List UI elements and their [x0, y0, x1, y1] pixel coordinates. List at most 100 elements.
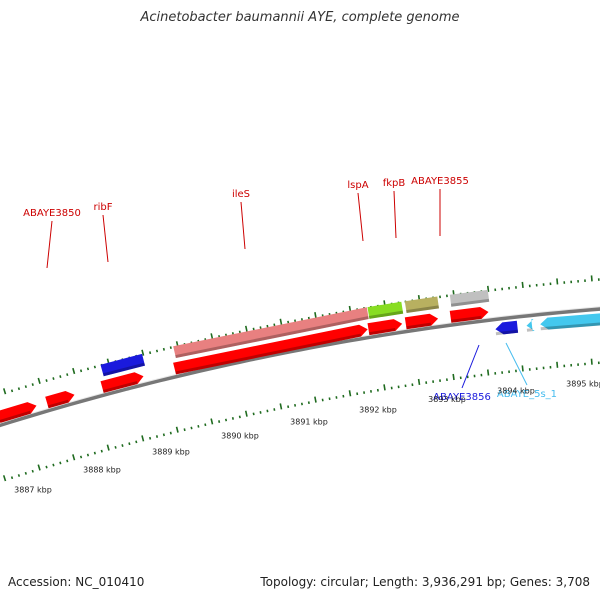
outer-tick — [238, 330, 241, 334]
gene-label-ileS[interactable]: ileS — [232, 189, 250, 200]
inner-tick — [204, 423, 207, 427]
inner-tick — [273, 408, 276, 411]
inner-tick — [93, 451, 96, 455]
outer-tick — [169, 346, 172, 350]
inner-tick — [59, 461, 62, 465]
inner-tick — [521, 365, 524, 372]
rev-arrow-edge[interactable] — [540, 309, 600, 330]
inner-tick — [2, 475, 7, 482]
inner-tick — [135, 440, 138, 444]
outer-tick — [486, 285, 490, 292]
inner-tick — [114, 445, 117, 449]
inner-tick — [86, 453, 90, 457]
gene-label-lspA[interactable]: lspA — [347, 180, 368, 191]
inner-tick — [10, 476, 14, 480]
cds-arrow-fkpB-shade — [406, 322, 432, 330]
cds-arrow-lspA[interactable] — [367, 319, 403, 336]
inner-tick — [17, 474, 21, 477]
cds-arrow-ribF[interactable] — [100, 372, 144, 393]
gene-label-ribF[interactable]: ribF — [94, 202, 113, 213]
scale-labels: 3887 kbp 3888 kbp 3889 kbp 3890 kbp 3891 kbp… — [14, 380, 600, 495]
outer-tick — [79, 369, 83, 373]
scale-label: 3895 kbp — [566, 380, 600, 389]
inner-tick — [590, 358, 593, 365]
gene-block-ribF[interactable] — [100, 353, 146, 377]
inner-tick — [279, 403, 283, 410]
outer-tick — [210, 333, 214, 340]
gene-block-fkpB[interactable] — [404, 296, 439, 314]
outer-tick — [155, 349, 159, 353]
map-title: Acinetobacter baumannii AYE, complete ge… — [140, 10, 460, 25]
cds-arrow-ABAYE3855-shade — [451, 315, 482, 323]
rev-arrow-ABAYE3856[interactable] — [495, 320, 519, 335]
outer-tick — [45, 379, 48, 382]
outer-tick — [72, 367, 76, 375]
outer-tick — [59, 375, 62, 379]
gene-block-lspA[interactable] — [367, 301, 404, 319]
leader-line-ABAYE_5s_1 — [505, 342, 528, 386]
leader-line-ileS — [240, 201, 246, 250]
outer-tick — [37, 377, 41, 384]
inner-tick — [149, 436, 152, 440]
outer-tick — [66, 373, 69, 377]
inner-tick — [31, 469, 34, 473]
outer-tick — [31, 383, 34, 387]
outer-tick — [244, 325, 248, 332]
gene-block-ABAYE3855-shade — [450, 298, 490, 307]
reverse-strand-track — [495, 309, 600, 336]
rev-arrow-ABAYE_5s_1[interactable] — [526, 319, 535, 332]
outer-tick — [141, 349, 145, 356]
inner-tick — [259, 411, 262, 414]
inner-tick — [190, 426, 193, 430]
inner-tick — [197, 424, 200, 428]
gene-label-ABAYE3855[interactable]: ABAYE3855 — [411, 176, 469, 187]
outer-tick — [252, 327, 255, 331]
inner-tick — [183, 428, 186, 432]
scale-label: 3887 kbp — [14, 485, 52, 494]
inner-tick — [348, 390, 352, 397]
gene-block-ribF-shade — [102, 362, 145, 377]
gene-block-fkpB-shade — [406, 305, 439, 313]
gene-label-ABAYE_5s_1[interactable]: ABAYE_5s_1 — [497, 389, 557, 400]
gene-block-ABAYE3855[interactable] — [449, 289, 490, 307]
inner-tick — [141, 435, 145, 442]
cds-arrow-ribF-shade — [102, 381, 138, 393]
inner-tick — [314, 396, 317, 403]
inner-tick-marks — [2, 358, 600, 482]
rev-arrow-ABAYE_5s_1-shade — [526, 328, 533, 332]
inner-tick — [37, 464, 41, 471]
cds-arrow-edge-shade — [0, 410, 31, 423]
gene-label-fkpB[interactable]: fkpB — [383, 178, 406, 189]
inner-tick — [72, 454, 76, 461]
outer-tick-marks — [2, 275, 600, 395]
outer-tick — [10, 389, 14, 393]
backbone-line — [0, 306, 600, 428]
outer-tick — [314, 312, 317, 319]
gene-block-ileS[interactable] — [173, 307, 369, 358]
inner-tick — [155, 435, 159, 438]
cds-feature-track — [0, 307, 489, 423]
cds-arrow-fkpB[interactable] — [404, 313, 439, 330]
gene-label-ABAYE3856[interactable]: ABAYE3856 — [433, 392, 491, 403]
cds-arrow-ABAYE3850[interactable] — [45, 391, 75, 409]
cds-arrow-ABAYE3855[interactable] — [449, 307, 489, 323]
outer-tick — [259, 326, 262, 330]
scale-label: 3888 kbp — [83, 465, 121, 474]
rev-arrow-edge-shade — [540, 322, 600, 331]
scale-label: 3892 kbp — [359, 405, 397, 414]
inner-tick — [169, 431, 172, 435]
outer-tick — [149, 351, 152, 355]
inner-tick — [106, 444, 110, 451]
genome-summary-text: Topology: circular; Length: 3,936,291 bp… — [260, 575, 590, 589]
outer-tick — [17, 387, 21, 391]
inner-tick — [417, 378, 421, 386]
scale-label: 3894 kbp — [497, 386, 535, 395]
inner-tick — [252, 412, 255, 416]
outer-tick — [521, 281, 524, 289]
gene-labels: ABAYE3850 ribF ileS lspA fkpB ABAYE3855 ABAYE3… — [23, 176, 557, 403]
cds-arrow-ileS[interactable] — [173, 324, 368, 375]
cds-arrow-ABAYE3850-shade — [47, 399, 69, 409]
gene-label-ABAYE3850[interactable]: ABAYE3850 — [23, 208, 81, 219]
cds-arrow-edge[interactable] — [0, 402, 37, 423]
